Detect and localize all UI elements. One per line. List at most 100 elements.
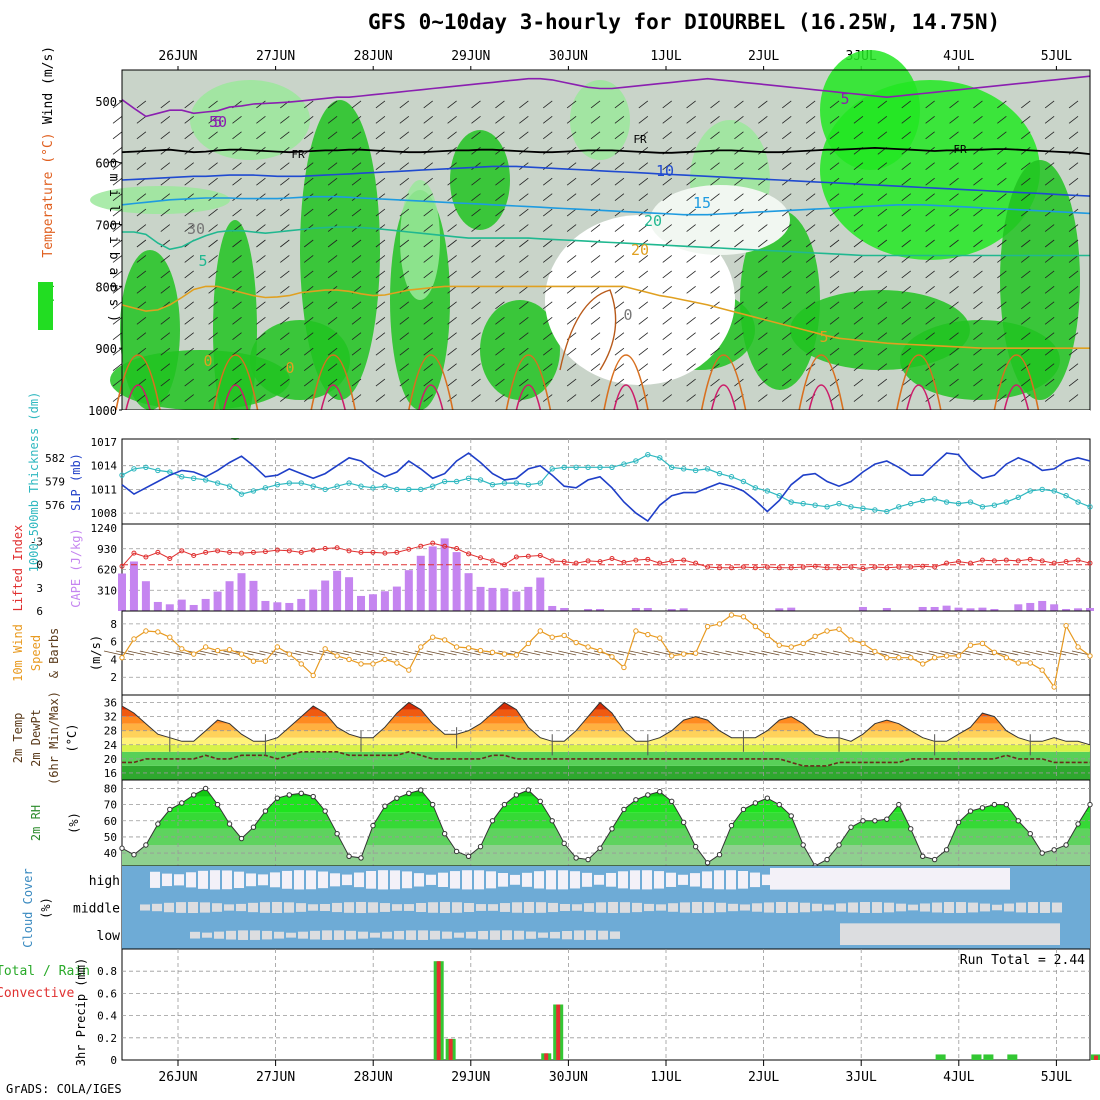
upper-wind-barb — [471, 100, 481, 109]
isotherm-25-loop — [559, 289, 617, 371]
upper-wind-barb — [423, 347, 433, 356]
rh-region — [900, 320, 1060, 400]
cape-bar — [596, 608, 605, 611]
upper-wind-barb — [590, 316, 601, 325]
cape-bar — [524, 586, 533, 611]
cloud-clear-gap — [226, 930, 236, 940]
upper-wind-barb — [949, 177, 959, 186]
upper-wind-barb — [614, 363, 625, 371]
upper-wind-barb — [112, 116, 123, 124]
lifted-index-point — [537, 552, 543, 558]
cape-bar — [560, 607, 569, 611]
rh2m-point — [752, 800, 759, 806]
lifted-index-point — [370, 549, 376, 555]
cloud-clear-gap — [390, 870, 400, 890]
rh2m-point — [226, 821, 233, 827]
thickness-point — [680, 466, 687, 472]
contour-label: 20 — [631, 241, 649, 259]
rh2m-tick-label: 40 — [104, 847, 117, 860]
upper-wind-barb — [638, 270, 649, 279]
upper-wind-barb — [208, 316, 218, 325]
upper-wind-barb — [256, 378, 266, 387]
isotherm-30 — [408, 354, 454, 411]
thickness-point — [525, 481, 532, 488]
upper-wind-barb — [614, 316, 625, 325]
thickness-point — [1087, 504, 1093, 510]
upper-wind-barb — [614, 162, 625, 171]
upper-wind-barb — [686, 255, 696, 263]
wind-tick-label: 8 — [110, 618, 117, 631]
upper-wind-barb — [710, 100, 720, 109]
wind-speed-point — [585, 644, 591, 650]
wind-barb — [402, 650, 421, 656]
upper-wind-barb — [160, 378, 171, 387]
cloud-clear-gap — [770, 868, 1010, 890]
cloud-clear-gap — [764, 902, 774, 913]
lifted-index-point — [681, 557, 687, 563]
upper-wind-barb — [542, 301, 553, 310]
upper-wind-barb — [758, 116, 768, 124]
upper-wind-barb — [901, 100, 911, 109]
upper-wind-barb — [519, 270, 529, 279]
upper-wind-barb — [375, 286, 386, 294]
upper-wind-barb — [471, 162, 481, 171]
cloud-clear-gap — [598, 930, 608, 940]
upper-wind-barb — [1021, 224, 1031, 232]
upper-wind-barb — [375, 224, 386, 232]
thickness-point — [549, 466, 555, 472]
rh2m-point — [549, 818, 555, 824]
wind-axis-label-c: & Barbs — [47, 628, 61, 679]
lifted-index-point — [824, 565, 830, 571]
rh2m-point — [322, 808, 328, 814]
thickness-point — [453, 478, 460, 485]
upper-wind-barb — [734, 363, 744, 371]
upper-wind-barb — [997, 316, 1007, 325]
contour-label: 0 — [285, 359, 294, 377]
wind-speed-point — [191, 651, 197, 657]
cloud-clear-gap — [776, 901, 786, 914]
wind-barb — [1048, 650, 1067, 656]
cloud-clear-gap — [654, 871, 664, 889]
upper-wind-barb — [160, 347, 171, 356]
upper-wind-barb — [734, 224, 744, 232]
cloud-clear-gap — [438, 872, 448, 887]
thickness-point — [728, 474, 735, 480]
upper-wind-barb — [160, 394, 171, 402]
upper-wind-barb — [925, 224, 935, 232]
upper-wind-barb — [1044, 301, 1055, 310]
cloud-clear-gap — [486, 871, 496, 889]
upper-wind-barb — [112, 286, 123, 294]
upper-wind-barb — [399, 146, 410, 155]
upper-wind-barb — [614, 208, 625, 217]
upper-wind-barb — [375, 270, 386, 279]
upper-wind-barb — [877, 131, 888, 140]
cape-bar — [165, 604, 174, 611]
upper-wind-barb — [805, 332, 816, 341]
upper-wind-barb — [256, 131, 266, 140]
upper-wind-barb — [136, 316, 147, 325]
rh-region — [570, 80, 630, 160]
lifted-index-point — [274, 547, 280, 553]
upper-wind-barb — [590, 301, 601, 310]
upper-wind-barb — [375, 363, 386, 371]
upper-wind-barb — [877, 301, 888, 310]
upper-wind-barb — [925, 208, 935, 217]
slp-axis-label: SLP (mb) — [69, 453, 83, 511]
temp-band — [122, 702, 1090, 710]
lifted-index-point — [609, 556, 615, 562]
rh2m-tick-label: 70 — [104, 799, 117, 812]
upper-wind-barb — [184, 332, 194, 341]
wind-speed-point — [908, 654, 914, 661]
upper-wind-barb — [1044, 363, 1055, 371]
cape-axis-label: CAPE (J/kg) — [69, 528, 83, 607]
thickness-point — [1003, 499, 1010, 505]
upper-wind-barb — [232, 131, 242, 140]
lifted-index-point — [358, 549, 364, 555]
upper-wind-barb — [327, 316, 338, 325]
wind-speed-point — [477, 647, 484, 654]
upper-wind-barb — [423, 116, 433, 124]
date-label-bottom: 1JUL — [650, 1070, 681, 1085]
wind-barb — [581, 650, 601, 656]
upper-wind-barb — [136, 363, 147, 371]
date-label-top: 28JUN — [354, 49, 393, 64]
